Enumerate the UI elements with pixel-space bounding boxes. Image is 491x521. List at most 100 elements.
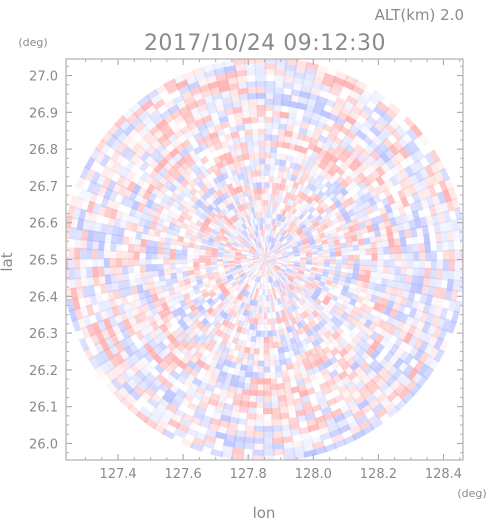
radar-cell [242, 230, 248, 237]
radar-cell [240, 216, 246, 224]
radar-cell [266, 283, 270, 290]
radar-cell [330, 315, 339, 324]
radar-cell [348, 310, 358, 319]
radar-cell [209, 220, 217, 228]
radar-cell [200, 325, 209, 334]
radar-cell [320, 193, 329, 202]
radar-cell [285, 270, 291, 275]
radar-cell [205, 252, 212, 257]
radar-cell [247, 292, 252, 299]
radar-cell [217, 394, 228, 404]
radar-cell [264, 259, 269, 265]
radar-cell [255, 200, 260, 207]
radar-cell [264, 259, 270, 264]
radar-cell [267, 318, 272, 325]
radar-cell [223, 65, 237, 74]
radar-cell [294, 195, 301, 204]
radar-cell [277, 292, 282, 299]
radar-cell [317, 229, 325, 236]
radar-cell [414, 159, 426, 172]
radar-cell [274, 158, 282, 166]
radar-cell [235, 167, 243, 175]
radar-cell [211, 92, 223, 101]
radar-cell [264, 81, 276, 88]
radar-cell [264, 259, 270, 263]
radar-cell [408, 219, 417, 230]
radar-cell [190, 195, 199, 204]
radar-cell [296, 359, 305, 368]
radar-cell [189, 315, 199, 324]
radar-cell [115, 331, 126, 343]
radar-cell [360, 374, 372, 386]
radar-cell [175, 334, 185, 344]
radar-cell [211, 266, 218, 271]
radar-cell [126, 214, 135, 225]
radar-cell [290, 214, 297, 222]
radar-cell [313, 278, 321, 285]
radar-cell [440, 200, 449, 214]
radar-cell [346, 196, 355, 206]
radar-cell [235, 251, 242, 255]
radar-cell [309, 319, 317, 328]
radar-cell [229, 249, 236, 254]
radar-cell [231, 100, 242, 109]
radar-cell [383, 350, 395, 362]
radar-cell [248, 265, 255, 270]
radar-cell [246, 227, 252, 234]
radar-cell [395, 199, 404, 210]
radar-cell [224, 71, 238, 79]
radar-cell [265, 265, 268, 272]
radar-cell [208, 338, 217, 348]
radar-cell [286, 293, 293, 300]
radar-cell [223, 280, 230, 286]
radar-cell [190, 355, 200, 365]
radar-cell [266, 300, 270, 308]
radar-cell [274, 266, 280, 271]
radar-cell [374, 407, 389, 420]
radar-cell [224, 221, 232, 228]
radar-cell [179, 338, 189, 348]
radar-cell [296, 170, 305, 179]
radar-cell [260, 223, 264, 230]
radar-cell [175, 99, 188, 110]
radar-cell [247, 261, 253, 265]
radar-cell [69, 195, 79, 209]
radar-cell [235, 264, 242, 268]
radar-cell [391, 224, 399, 234]
radar-cell [205, 343, 214, 353]
radar-cell [252, 238, 257, 244]
radar-cell [178, 280, 186, 288]
radar-cell [273, 267, 279, 272]
radar-cell [416, 189, 427, 202]
radar-cell [152, 312, 162, 322]
radar-cell [260, 254, 265, 260]
radar-cell [241, 321, 248, 329]
radar-cell [105, 168, 116, 182]
radar-cell [173, 286, 182, 294]
radar-cell [110, 233, 118, 244]
radar-cell [76, 218, 85, 231]
y-tick-label: 26.3 [29, 327, 58, 342]
radar-cell [384, 158, 396, 170]
tick-labels: 127.4 127.6 127.8 128.0 128.2 128.426.026.126… [29, 70, 462, 482]
radar-cell [290, 89, 303, 97]
radar-cell [326, 291, 334, 299]
radar-cell [139, 170, 150, 182]
radar-cell [175, 253, 182, 260]
radar-cell [404, 165, 415, 178]
radar-cell [324, 207, 333, 215]
radar-cell [256, 384, 265, 391]
radar-cell [80, 238, 88, 251]
radar-cell [169, 243, 177, 251]
radar-cell [267, 288, 271, 295]
radar-cell [129, 278, 137, 288]
radar-cell [219, 389, 230, 398]
radar-cell [225, 328, 233, 336]
radar-cell [254, 252, 260, 257]
radar-cell [273, 266, 279, 271]
radar-cell [299, 263, 306, 267]
radar-cell [364, 305, 374, 315]
radar-cell [423, 175, 434, 189]
radar-cell [133, 258, 140, 267]
radar-cell [435, 268, 443, 280]
